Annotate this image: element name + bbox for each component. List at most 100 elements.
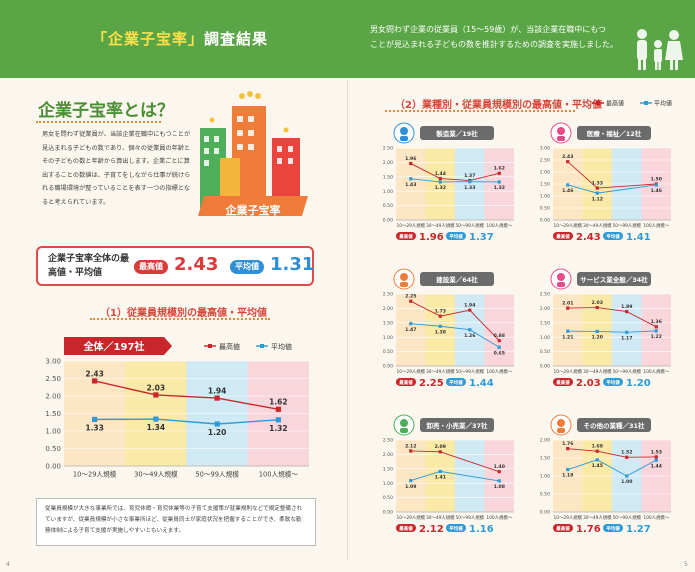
data-point [438,314,442,318]
y-tick-label: 2.50 [540,158,550,164]
industry-icon-body [557,428,565,433]
summary-box: 企業子宝率全体の最高値・平均値 最高値 2.43 平均値 1.31 [36,246,314,286]
data-point [625,474,629,478]
data-label: 1.37 [464,173,475,179]
data-point [468,328,472,332]
y-tick-label: 1.50 [383,320,393,326]
x-tick-label: 100人規模～ [643,514,669,521]
series-line-max [567,307,657,328]
avg-value: 1.41 [626,232,651,243]
data-label: 2.03 [147,383,166,392]
legend-avg-marker [260,344,264,348]
data-label: 1.21 [562,334,573,340]
y-tick-label: 2.00 [540,170,550,176]
y-tick-label: 3.00 [540,146,550,152]
x-tick-label: 100人規模～ [643,368,669,375]
series-line-max [410,163,500,181]
series-line-avg [410,178,500,183]
data-label: 1.96 [405,156,416,162]
max-badge-label: 最高値 [399,233,413,240]
data-label: 0.88 [494,333,505,339]
y-tick-label: 3.00 [45,357,61,365]
about-title-underline [36,120,161,123]
x-tick-label: 50～99人規模 [612,222,641,229]
data-label: 1.69 [592,444,603,450]
y-tick-label: 1.50 [540,456,550,462]
data-point [409,177,413,181]
legend-avg-label: 平均値 [271,342,292,351]
data-label: 2.03 [592,300,603,306]
max-badge [553,232,573,240]
legend-avg-marker [644,101,648,105]
data-point [625,309,629,314]
data-point [595,458,599,462]
max-badge-label: 最高値 [556,379,570,386]
avg-badge-label: 平均値 [449,379,463,386]
y-tick-label: 0.50 [383,203,393,209]
data-point [566,183,570,187]
data-point [153,416,159,422]
data-label: 1.62 [269,398,288,407]
max-value: 1.96 [419,232,444,243]
chart-title: サービス業全般／34社 [580,275,648,284]
x-tick-label: 30～49人規模 [583,222,612,229]
section2-legend: 最高値 平均値 [592,100,672,108]
data-label: 1.44 [651,463,662,469]
y-tick-label: 2.00 [540,438,550,444]
series-line-avg [94,418,279,425]
data-label: 1.08 [494,484,505,490]
y-tick-label: 1.00 [540,194,550,200]
series-line-max [94,380,279,410]
chart-title-badge [420,418,494,432]
data-label: 1.33 [464,185,475,191]
y-tick-label: 1.50 [540,182,550,188]
y-tick-label: 0.00 [383,364,393,370]
section1-title: （1）従業員規模別の最高値・平均値 [100,308,267,319]
legend-max-label: 最高値 [219,342,240,351]
max-badge [396,524,416,532]
data-point [409,299,413,303]
chart-title-badge [420,272,494,286]
data-label: 1.36 [651,319,662,325]
data-label: 1.20 [208,428,227,437]
data-label: 1.34 [147,423,166,432]
y-tick-label: 1.00 [540,474,550,480]
title-keyword: 企業子宝率 [108,30,189,48]
summary-label: 企業子宝率全体の最高値・平均値 [48,254,130,278]
legend-max-marker [208,344,212,348]
industry-icon-head [400,127,408,135]
x-tick-label: 30～49人規模 [134,470,178,479]
about-text: 男女を問わず従業員が、当該企業在職中にもつことが見込まれる子どもの数であり、個々… [42,131,191,206]
y-tick-label: 1.00 [45,427,61,435]
data-label: 1.32 [269,424,288,433]
industry-icon-head [557,419,565,427]
y-tick-label: 1.50 [540,320,550,326]
page-divider [347,80,348,560]
data-label: 1.22 [651,334,662,340]
y-tick-label: 2.00 [540,306,550,312]
x-tick-label: 10～29人規模 [553,222,582,229]
series-line-avg [567,330,657,333]
data-label: 1.50 [651,176,662,182]
y-tick-label: 0.50 [45,445,61,453]
legend-avg-label: 平均値 [654,100,672,108]
x-tick-label: 30～49人規模 [426,514,455,521]
data-point [625,455,629,459]
industry-icon-head [557,127,565,135]
data-point [92,378,98,384]
data-point [566,160,570,164]
max-badge-label: 最高値 [399,379,413,386]
column-band [484,148,514,220]
y-tick-label: 0.50 [540,492,550,498]
page-title: 「企業子宝率」調査結果 [92,28,268,49]
data-point [595,329,599,334]
avg-badge [603,524,623,532]
industry-icon-body [557,136,565,141]
avg-badge-label: 平均値 [449,525,463,532]
chart-title-badge [577,126,651,140]
avg-badge-label: 平均値 [606,233,620,240]
chart-title: 製造業／19社 [435,129,478,138]
y-tick-label: 0.00 [383,510,393,516]
data-point [625,330,629,334]
buildings-illustration [198,91,308,216]
